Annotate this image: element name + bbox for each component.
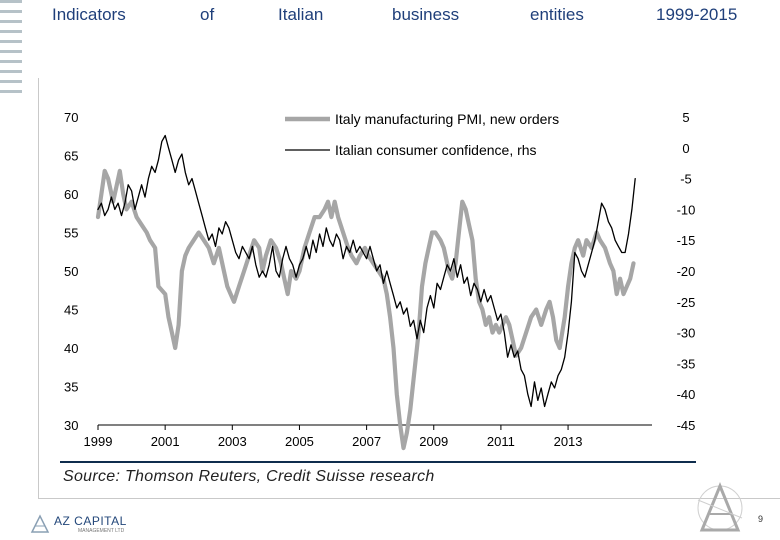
- x-tick-label: 2001: [151, 434, 180, 449]
- y-left-tick-label: 65: [64, 149, 78, 164]
- y-right-tick-label: -15: [677, 233, 696, 248]
- page-number: 9: [758, 514, 764, 524]
- x-tick-label: 1999: [84, 434, 113, 449]
- y-left-tick-label: 60: [64, 187, 78, 202]
- y-right-tick-label: -40: [677, 387, 696, 402]
- source-note: Source: Thomson Reuters, Credit Suisse r…: [63, 468, 435, 485]
- frame-bottom-border: [38, 498, 780, 499]
- y-left-tick-label: 55: [64, 226, 78, 241]
- y-right-tick-label: -20: [677, 264, 696, 279]
- title-word-6: 1999-2015: [656, 5, 738, 24]
- y-right-tick-label: -5: [680, 172, 692, 187]
- x-tick-label: 2003: [218, 434, 247, 449]
- x-tick-label: 2011: [487, 434, 515, 449]
- logo-subtitle: MANAGEMENT LTD: [78, 528, 125, 534]
- y-right-tick-label: -30: [677, 326, 696, 341]
- title-word-1: Indicators: [52, 5, 126, 24]
- logo-mark-icon: [30, 514, 50, 533]
- source-divider: [60, 461, 696, 463]
- y-right-tick-label: 0: [682, 141, 689, 156]
- side-decoration: [0, 0, 22, 100]
- legend-label: Italy manufacturing PMI, new orders: [335, 111, 559, 127]
- title-word-4: business: [392, 5, 460, 24]
- x-tick-label: 2013: [554, 434, 583, 449]
- y-left-tick-label: 30: [64, 418, 78, 433]
- legend-label: Italian consumer confidence, rhs: [335, 142, 537, 158]
- pmi-series-line: [95, 168, 636, 451]
- title-word-3: Italian: [278, 5, 324, 24]
- y-right-tick-label: -35: [677, 356, 696, 371]
- y-left-tick-label: 45: [64, 303, 78, 318]
- logo-name: AZ CAPITAL: [54, 514, 127, 528]
- x-tick-label: 2007: [352, 434, 381, 449]
- y-left-tick-label: 35: [64, 380, 78, 395]
- title-word-2: of: [200, 5, 215, 24]
- y-left-tick-label: 50: [64, 264, 78, 279]
- y-right-tick-label: -45: [677, 418, 696, 433]
- y-left-tick-label: 70: [64, 110, 78, 125]
- y-right-tick-label: -10: [677, 202, 696, 217]
- y-right-tick-label: -25: [677, 295, 696, 310]
- x-tick-label: 2005: [285, 434, 314, 449]
- confidence-series-line: [97, 134, 636, 408]
- y-right-tick-label: 5: [682, 110, 689, 125]
- emblem-icon: [697, 482, 743, 532]
- chart-frame: [38, 78, 780, 508]
- frame-left-border: [38, 78, 39, 498]
- title-word-5: entities: [530, 5, 584, 24]
- page-title: Indicators of Italian business entities …: [52, 5, 752, 27]
- y-left-tick-label: 40: [64, 341, 78, 356]
- x-tick-label: 2009: [419, 434, 448, 449]
